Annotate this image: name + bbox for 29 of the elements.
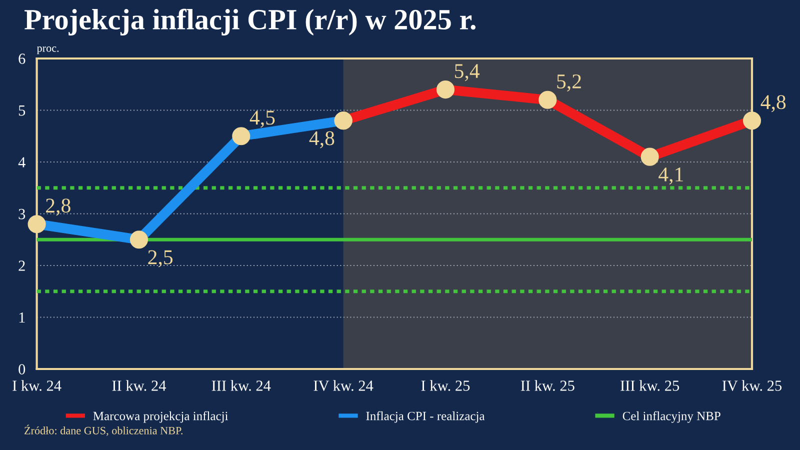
y-tick-label: 5 bbox=[18, 106, 26, 116]
y-tick-label: 2 bbox=[18, 260, 25, 271]
x-tick-label: I kw. 24 bbox=[12, 380, 62, 391]
x-tick-label: III kw. 24 bbox=[212, 380, 271, 391]
x-tick-label: IV kw. 25 bbox=[722, 380, 782, 391]
text: Źródło: dane GUS, obliczenia NBP. bbox=[24, 424, 182, 436]
data-label: 4,1 bbox=[658, 168, 683, 184]
legend-label: Cel inflacyjny NBP bbox=[622, 411, 720, 423]
data-label: 4,5 bbox=[250, 110, 275, 128]
y-tick-label: 1 bbox=[19, 312, 25, 323]
data-label: 5,4 bbox=[455, 64, 480, 82]
x-tick-label: I kw. 25 bbox=[421, 380, 470, 391]
y-tick-label: 4 bbox=[18, 157, 26, 168]
legend-label: Inflacja CPI - realizacja bbox=[366, 411, 485, 423]
data-label: 2,8 bbox=[46, 198, 70, 216]
chart-title: Projekcja inflacji CPI (r/r) w 2025 r. bbox=[24, 8, 476, 36]
data-label: 4,8 bbox=[760, 95, 786, 112]
x-tick-label: III kw. 25 bbox=[620, 380, 680, 391]
x-tick-label: II kw. 25 bbox=[520, 380, 574, 391]
y-tick-label: 6 bbox=[18, 54, 26, 64]
y-tick-label: 0 bbox=[18, 364, 26, 374]
x-tick-label: II kw. 24 bbox=[112, 380, 166, 391]
y-tick-label: 3 bbox=[18, 208, 26, 220]
data-label: 4,8 bbox=[309, 131, 334, 148]
y-axis-title: proc. bbox=[36, 46, 59, 54]
x-tick-label: IV kw. 24 bbox=[314, 380, 374, 391]
data-label: 2,5 bbox=[148, 250, 173, 268]
legend-label: Marcowa projekcja inflacji bbox=[93, 411, 228, 423]
data-label: 5,2 bbox=[557, 74, 581, 92]
